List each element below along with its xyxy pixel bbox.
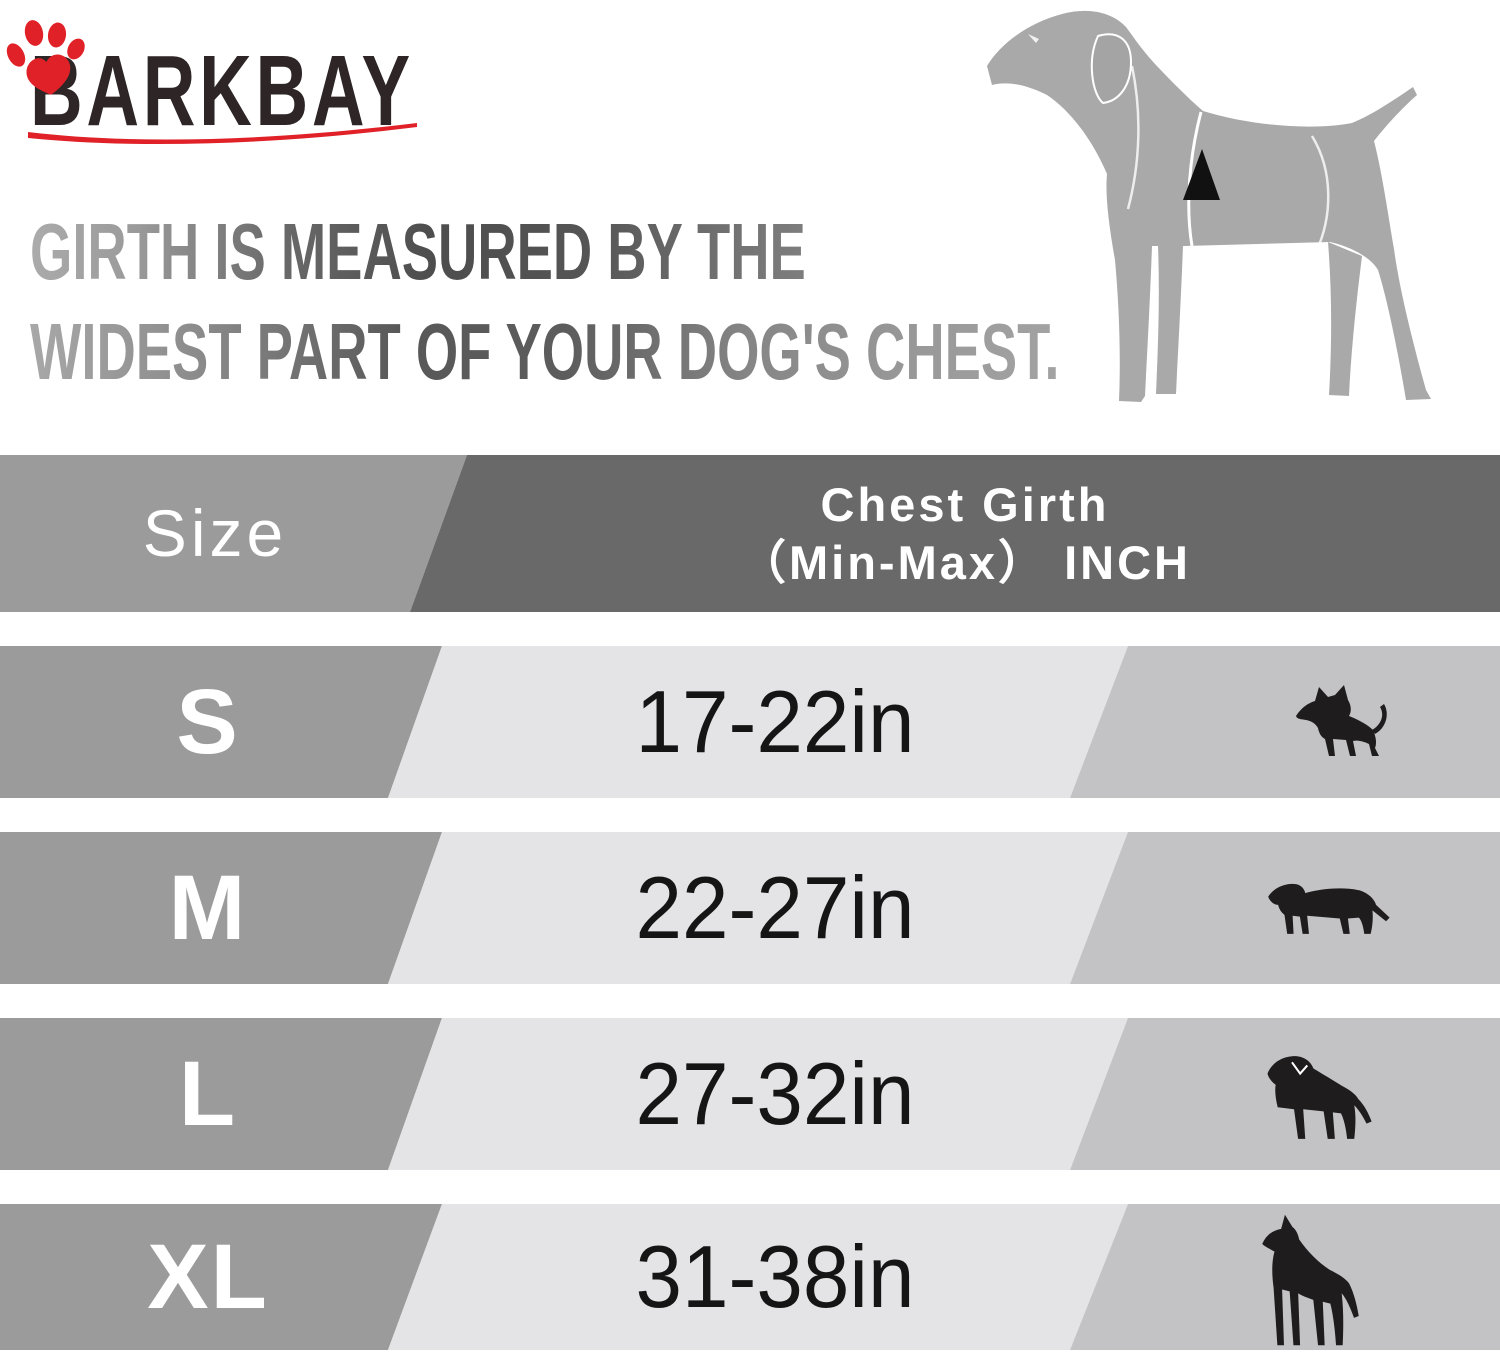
girth-value: 22-27in bbox=[635, 858, 915, 957]
header-size-cell-bg bbox=[0, 455, 467, 612]
size-label: S bbox=[176, 671, 240, 773]
logo-underline-swoosh bbox=[28, 123, 417, 145]
row-girth-cell-bg bbox=[388, 832, 1128, 984]
dog-silhouette bbox=[987, 10, 1431, 402]
dog-eye bbox=[1028, 34, 1039, 43]
table-row-xl: XL 31-38in bbox=[0, 1204, 1500, 1350]
headline-line2: WIDEST PART OF YOUR DOG'S CHEST. bbox=[30, 307, 1060, 396]
girth-column-header: Chest Girth （Min-Max） INCH bbox=[430, 455, 1500, 612]
labrador-icon bbox=[1267, 1056, 1372, 1139]
dog-ear bbox=[1090, 33, 1133, 105]
row-girth-cell-bg bbox=[388, 1204, 1128, 1350]
size-column-header: Size bbox=[142, 496, 288, 570]
girth-header-line2: （Min-Max） INCH bbox=[739, 535, 1191, 589]
table-row-m: M 22-27in bbox=[0, 832, 1500, 984]
size-label: XL bbox=[147, 1226, 269, 1328]
dog-girth-illustration bbox=[987, 10, 1431, 402]
great-dane-icon bbox=[1262, 1214, 1359, 1346]
girth-value: 27-32in bbox=[635, 1044, 915, 1143]
row-girth-cell-bg bbox=[388, 1018, 1128, 1170]
size-label: L bbox=[178, 1043, 238, 1145]
row-icon-cell-bg bbox=[1070, 646, 1500, 798]
girth-arrow-marker bbox=[1183, 149, 1220, 200]
girth-header-line1: Chest Girth bbox=[820, 477, 1110, 531]
chihuahua-icon bbox=[1296, 685, 1387, 756]
table-row-l: L 27-32in bbox=[0, 1018, 1500, 1170]
girth-value: 17-22in bbox=[635, 672, 915, 771]
row-size-cell-bg bbox=[0, 1204, 442, 1350]
row-girth-cell-bg bbox=[388, 646, 1128, 798]
header-girth-cell-bg bbox=[410, 455, 1500, 612]
paw-print-icon bbox=[6, 20, 85, 95]
girth-measure-line bbox=[1187, 111, 1203, 247]
row-size-cell-bg bbox=[0, 832, 442, 984]
brand-name: BARKBAY bbox=[30, 35, 414, 147]
size-label: M bbox=[168, 857, 248, 959]
row-size-cell-bg bbox=[0, 646, 442, 798]
row-size-cell-bg bbox=[0, 1018, 442, 1170]
table-row-s: S 17-22in bbox=[0, 646, 1500, 798]
girth-value: 31-38in bbox=[635, 1227, 915, 1326]
table-header-row: Size Chest Girth （Min-Max） INCH bbox=[0, 455, 1500, 612]
dachshund-icon bbox=[1268, 883, 1390, 934]
headline-line1: GIRTH IS MEASURED BY THE bbox=[30, 207, 806, 296]
